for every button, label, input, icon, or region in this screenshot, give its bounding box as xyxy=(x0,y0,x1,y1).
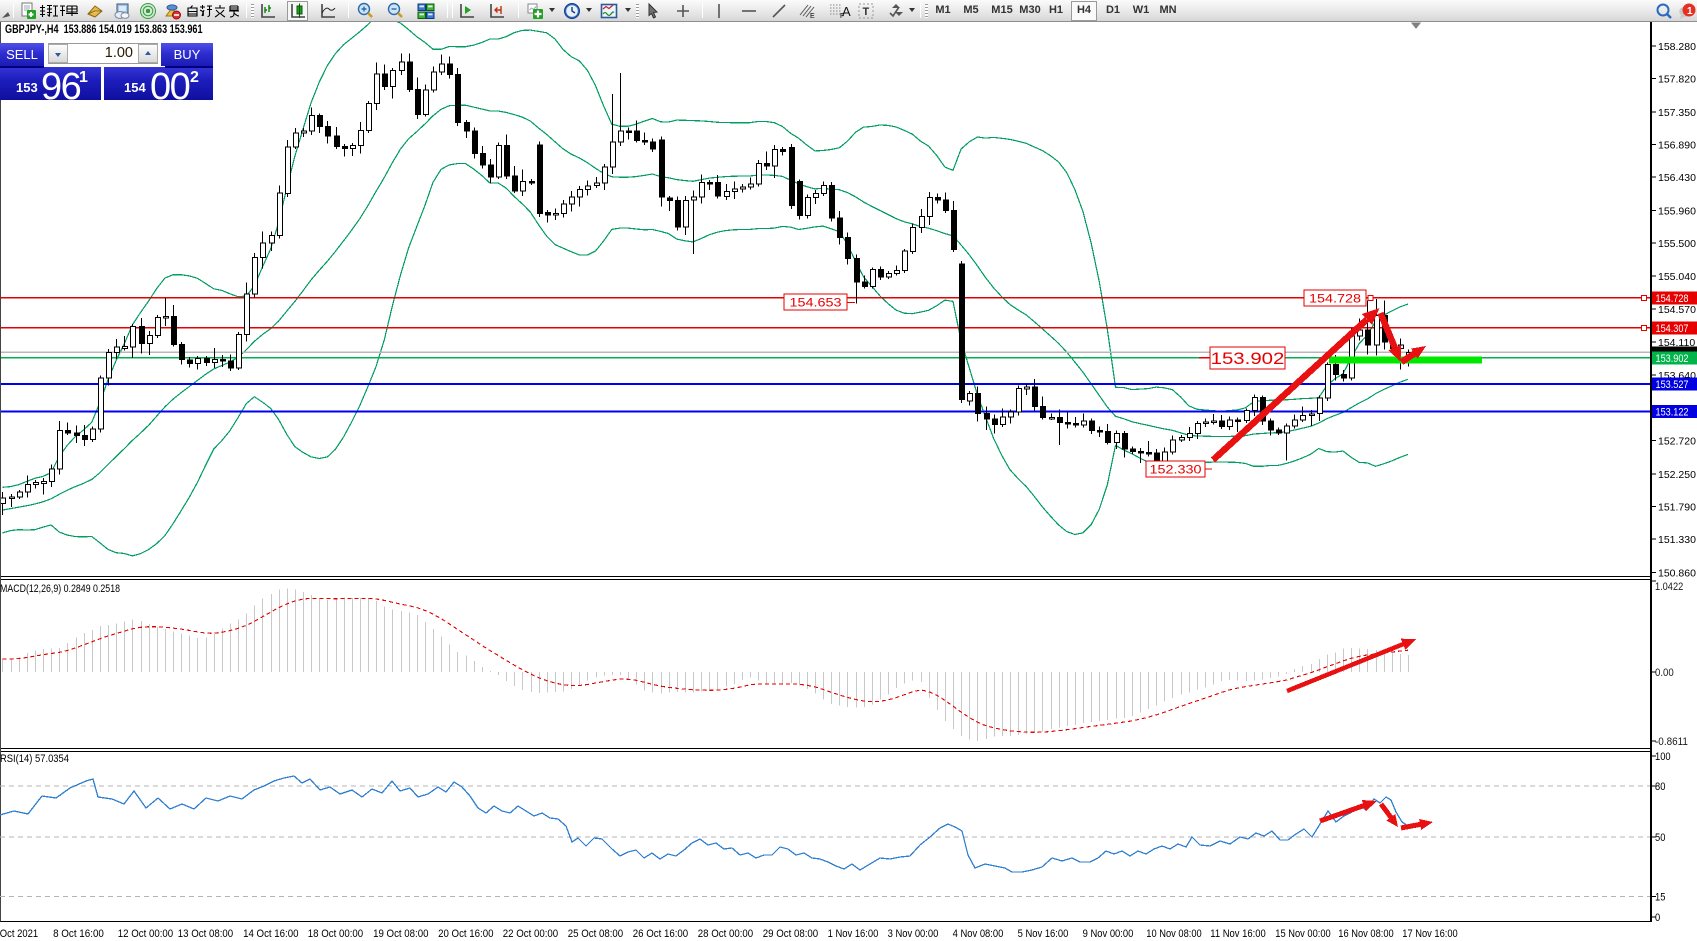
svg-text:1: 1 xyxy=(1687,6,1693,17)
svg-text:22 Oct 00:00: 22 Oct 00:00 xyxy=(503,928,558,940)
svg-text:154.110: 154.110 xyxy=(1658,337,1695,349)
svg-text:12 Oct 00:00: 12 Oct 00:00 xyxy=(118,928,173,940)
svg-text:26 Oct 16:00: 26 Oct 16:00 xyxy=(633,928,688,940)
svg-text:14 Oct 16:00: 14 Oct 16:00 xyxy=(243,928,298,940)
svg-text:154.307: 154.307 xyxy=(1656,323,1689,335)
svg-text:152.330: 152.330 xyxy=(1149,462,1201,476)
svg-text:155.040: 155.040 xyxy=(1658,271,1696,283)
svg-text:3 Nov 00:00: 3 Nov 00:00 xyxy=(888,928,939,940)
svg-text:5 Nov 16:00: 5 Nov 16:00 xyxy=(1018,928,1069,940)
svg-text:16 Nov 08:00: 16 Nov 08:00 xyxy=(1338,928,1393,940)
svg-text:0.00: 0.00 xyxy=(1655,667,1674,679)
svg-text:153.122: 153.122 xyxy=(1656,407,1689,419)
svg-text:10 Nov 08:00: 10 Nov 08:00 xyxy=(1146,928,1201,940)
svg-text:17 Nov 16:00: 17 Nov 16:00 xyxy=(1402,928,1457,940)
svg-text:153.902: 153.902 xyxy=(1211,349,1285,368)
svg-text:8 Oct 16:00: 8 Oct 16:00 xyxy=(53,928,104,940)
svg-text:29 Oct 08:00: 29 Oct 08:00 xyxy=(763,928,818,940)
svg-text:4 Nov 08:00: 4 Nov 08:00 xyxy=(953,928,1004,940)
svg-text:50: 50 xyxy=(1655,832,1665,844)
svg-text:28 Oct 00:00: 28 Oct 00:00 xyxy=(698,928,753,940)
svg-text:15 Nov 00:00: 15 Nov 00:00 xyxy=(1275,928,1330,940)
svg-text:151.790: 151.790 xyxy=(1658,502,1696,514)
svg-text:11 Nov 16:00: 11 Nov 16:00 xyxy=(1210,928,1265,940)
svg-text:154.728: 154.728 xyxy=(1656,293,1689,305)
svg-text:T: T xyxy=(863,6,870,18)
svg-text:154.653: 154.653 xyxy=(789,295,841,309)
svg-text:155.500: 155.500 xyxy=(1658,238,1696,250)
svg-text:25 Oct 08:00: 25 Oct 08:00 xyxy=(568,928,623,940)
svg-text:153.902: 153.902 xyxy=(1656,353,1689,365)
svg-text:9 Nov 00:00: 9 Nov 00:00 xyxy=(1083,928,1134,940)
svg-text:19 Oct 08:00: 19 Oct 08:00 xyxy=(373,928,428,940)
svg-text:156.430: 156.430 xyxy=(1658,172,1696,184)
svg-text:15: 15 xyxy=(1655,892,1665,904)
svg-text:151.330: 151.330 xyxy=(1658,534,1696,546)
svg-text:158.280: 158.280 xyxy=(1658,41,1696,53)
svg-text:1.0422: 1.0422 xyxy=(1655,581,1683,593)
svg-text:150.860: 150.860 xyxy=(1658,568,1696,580)
svg-text:-0.8611: -0.8611 xyxy=(1655,736,1688,748)
svg-text:157.350: 157.350 xyxy=(1658,107,1696,119)
svg-text:RSI(14) 57.0354: RSI(14) 57.0354 xyxy=(0,753,69,765)
svg-text:153.527: 153.527 xyxy=(1656,379,1689,391)
svg-text:4 Oct 2021: 4 Oct 2021 xyxy=(0,928,38,940)
svg-text:E: E xyxy=(810,13,815,20)
svg-text:157.820: 157.820 xyxy=(1658,74,1696,86)
svg-text:18 Oct 00:00: 18 Oct 00:00 xyxy=(308,928,363,940)
svg-text:152.720: 152.720 xyxy=(1658,436,1696,448)
svg-text:0: 0 xyxy=(1655,912,1660,924)
svg-text:154.570: 154.570 xyxy=(1658,304,1696,316)
svg-text:100: 100 xyxy=(1655,751,1671,763)
svg-text:80: 80 xyxy=(1655,781,1665,793)
svg-text:13 Oct 08:00: 13 Oct 08:00 xyxy=(178,928,233,940)
svg-text:1 Nov 16:00: 1 Nov 16:00 xyxy=(828,928,879,940)
svg-text:154.728: 154.728 xyxy=(1309,291,1361,305)
svg-text:155.960: 155.960 xyxy=(1658,206,1696,218)
svg-text:MACD(12,26,9) 0.2849 0.2518: MACD(12,26,9) 0.2849 0.2518 xyxy=(0,583,120,595)
svg-text:20 Oct 16:00: 20 Oct 16:00 xyxy=(438,928,493,940)
svg-text:152.250: 152.250 xyxy=(1658,469,1696,481)
svg-text:F: F xyxy=(840,13,844,20)
svg-text:156.890: 156.890 xyxy=(1658,140,1696,152)
